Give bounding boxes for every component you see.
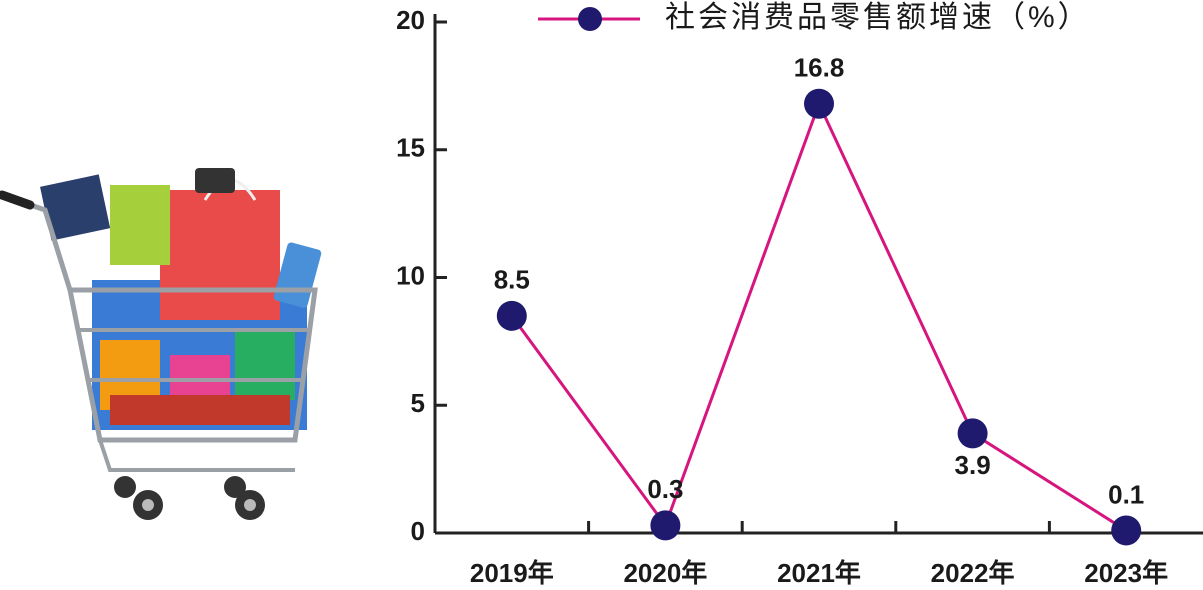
y-tick-label: 0 <box>411 516 425 546</box>
legend-marker <box>578 7 602 31</box>
cart-illustration <box>0 168 322 520</box>
y-tick-label: 5 <box>411 388 425 418</box>
point <box>804 88 834 119</box>
y-tick-label: 15 <box>396 133 425 163</box>
point <box>496 300 527 331</box>
x-tick-label: 2019年 <box>470 558 554 588</box>
point <box>957 418 988 449</box>
x-tick-label: 2021年 <box>777 558 861 588</box>
y-tick-label: 10 <box>396 260 425 290</box>
x-tick-label: 2023年 <box>1084 558 1168 588</box>
point <box>1111 515 1142 546</box>
value-label: 16.8 <box>794 53 845 83</box>
y-tick-label: 20 <box>396 5 425 35</box>
value-label: 3.9 <box>955 450 991 480</box>
point <box>650 510 681 541</box>
value-label: 0.1 <box>1108 479 1144 509</box>
value-label: 8.5 <box>494 265 530 295</box>
x-tick-label: 2020年 <box>623 558 707 588</box>
x-tick-label: 2022年 <box>931 558 1015 588</box>
value-label: 0.3 <box>647 474 683 504</box>
line <box>510 99 1128 532</box>
legend-label: 社会消费品零售额增速（%） <box>665 1 1091 34</box>
